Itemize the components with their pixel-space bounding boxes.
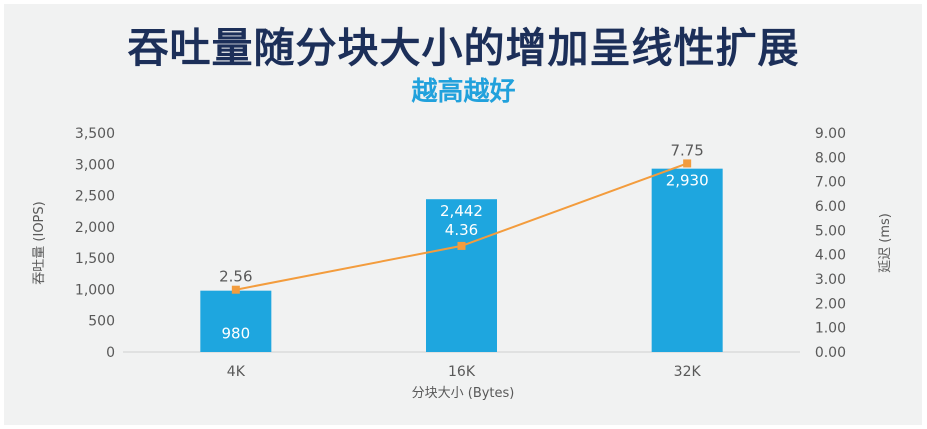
y2-tick-label: 7.00 [815,175,846,191]
y-tick-label: 0 [106,345,115,361]
latency-value-label: 4.36 [445,221,478,239]
bar-series: 980 2,442 2,930 [200,168,723,352]
y-axis-title: 吞吐量 (IOPS) [32,201,47,284]
latency-marker [683,159,692,168]
latency-series: 2.56 4.36 7.75 [219,141,704,294]
y2-axis-title: 延迟 (ms) [878,213,893,273]
x-tick-label: 16K [448,364,476,380]
latency-marker [457,241,466,250]
chart-subtitle: 越高越好 [411,77,516,107]
y-tick-label: 3,000 [75,157,115,173]
right-axis-ticks: 0.00 1.00 2.00 3.00 4.00 5.00 6.00 7.00 8.00 9.00 [815,126,846,361]
bar [651,168,723,352]
y-tick-label: 2,500 [75,189,115,205]
y-tick-label: 1,000 [75,282,115,298]
bar [426,199,497,352]
latency-marker [231,285,240,294]
y2-tick-label: 2.00 [815,296,846,312]
y2-tick-label: 6.00 [815,199,846,215]
y-tick-label: 2,000 [75,220,115,236]
y-tick-label: 500 [88,314,115,330]
bar [200,290,272,352]
x-tick-label: 32K [674,364,702,380]
y2-tick-label: 1.00 [815,321,846,337]
chart-title: 吞吐量随分块大小的增加呈线性扩展 [127,24,800,72]
bar-value-label: 980 [222,325,251,343]
y-tick-label: 1,500 [75,251,115,267]
bar-value-label: 2,930 [666,172,709,190]
bar-value-label: 2,442 [440,202,483,220]
y2-tick-label: 9.00 [815,126,846,142]
x-tick-label: 4K [227,364,246,380]
y2-tick-label: 3.00 [815,272,846,288]
x-axis-ticks: 4K 16K 32K [227,364,702,380]
y-tick-label: 3,500 [75,126,115,142]
left-axis-ticks: 0 500 1,000 1,500 2,000 2,500 3,000 3,500 [75,126,115,361]
latency-value-label: 7.75 [670,141,703,159]
latency-value-label: 2.56 [219,268,252,286]
y2-tick-label: 8.00 [815,150,846,166]
y2-tick-label: 0.00 [815,345,846,361]
x-axis-title: 分块大小 (Bytes) [412,386,515,401]
y2-tick-label: 5.00 [815,223,846,239]
y2-tick-label: 4.00 [815,248,846,264]
